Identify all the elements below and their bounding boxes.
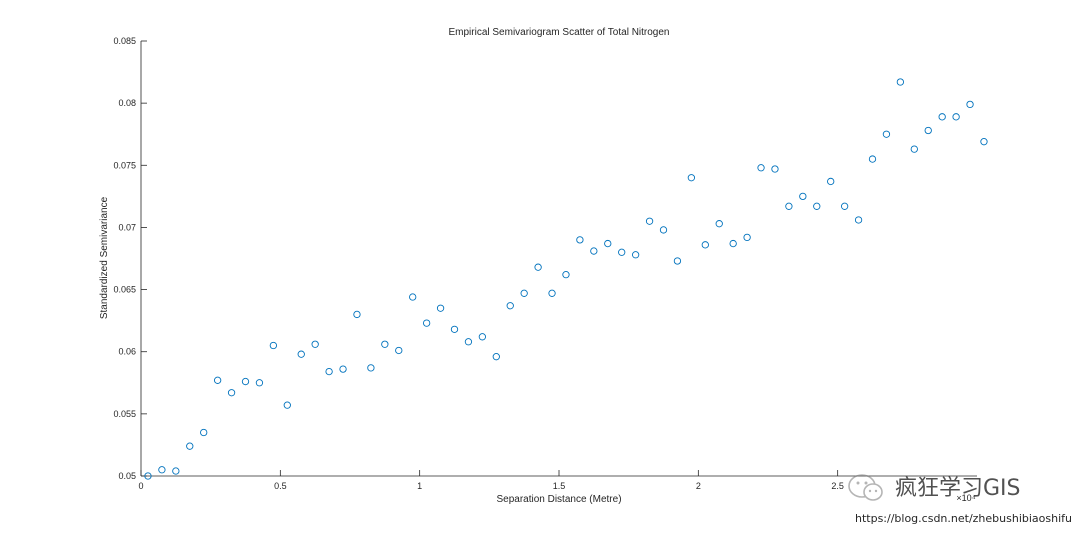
data-point (827, 177, 835, 186)
data-point (687, 174, 696, 182)
data-point (464, 338, 473, 346)
data-point (436, 304, 445, 312)
data-point (227, 389, 236, 397)
x-tick-label: 1 (417, 481, 422, 491)
data-point (506, 302, 514, 310)
data-point (604, 239, 612, 248)
data-point (966, 100, 974, 109)
data-point (952, 113, 960, 121)
y-axis-label: Standardized Semivariance (99, 196, 110, 319)
data-point (395, 346, 403, 355)
data-point (534, 263, 542, 271)
x-tick-label: 0 (138, 481, 143, 491)
data-point (241, 377, 250, 386)
data-point (715, 220, 723, 228)
data-point (562, 271, 570, 279)
y-tick-label: 0.06 (118, 347, 136, 357)
watermark-url: https://blog.csdn.net/zhebushibiaoshifu (855, 512, 1072, 525)
data-point (520, 289, 528, 297)
y-tick-label: 0.07 (118, 222, 136, 232)
watermark-account-name: 疯狂学习GIS (895, 476, 1021, 501)
y-tick-label: 0.05 (118, 471, 136, 481)
y-axis-ticks: 0.05 0.055 0.06 0.065 0.07 0.075 0.08 0.085 (113, 36, 147, 481)
data-point (186, 442, 194, 450)
data-point (422, 319, 431, 327)
y-tick-label: 0.055 (113, 409, 136, 419)
data-point (910, 145, 918, 153)
data-point (673, 257, 682, 265)
data-point (325, 367, 333, 376)
x-tick-label: 0.5 (274, 481, 287, 491)
y-tick-label: 0.085 (113, 36, 136, 46)
data-point (813, 202, 821, 210)
data-point (924, 126, 932, 135)
x-axis-exponent-label: ×10⁴ (956, 493, 975, 503)
data-point (172, 467, 180, 475)
data-point (576, 236, 584, 244)
data-point (200, 428, 208, 437)
data-point (492, 353, 500, 361)
data-point (659, 226, 668, 234)
data-point (938, 113, 946, 121)
data-point (283, 401, 291, 409)
x-axis-ticks: 0 0.5 1 1.5 2 2.5 (138, 470, 844, 491)
data-point (631, 251, 640, 259)
data-point (450, 325, 459, 333)
y-tick-label: 0.065 (113, 285, 136, 295)
data-point (882, 130, 891, 138)
data-point (743, 233, 751, 242)
data-point (785, 202, 793, 210)
data-point (548, 289, 556, 297)
data-point (757, 164, 765, 172)
x-axis-label: Separation Distance (Metre) (496, 494, 621, 505)
x-tick-label: 1.5 (553, 481, 566, 491)
data-point (645, 217, 654, 225)
data-point (896, 78, 905, 86)
data-point (353, 310, 361, 319)
data-point (381, 340, 389, 348)
data-point (478, 333, 487, 341)
data-point (158, 466, 166, 474)
data-point (729, 239, 737, 248)
data-point (409, 293, 417, 301)
data-point (771, 165, 779, 173)
chart-title: Empirical Semivariogram Scatter of Total… (448, 27, 669, 38)
data-point (868, 155, 877, 163)
wechat-icon (848, 474, 883, 501)
data-points (144, 78, 988, 480)
y-tick-label: 0.08 (118, 98, 136, 108)
data-point (213, 376, 222, 384)
data-point (840, 202, 849, 210)
data-point (980, 138, 988, 146)
data-point (297, 350, 305, 358)
data-point (854, 216, 863, 224)
data-point (144, 472, 152, 480)
x-tick-label: 2 (696, 481, 701, 491)
data-point (590, 247, 598, 255)
data-point (339, 365, 347, 373)
x-tick-label: 2.5 (831, 481, 844, 491)
axes (140, 41, 977, 477)
data-point (618, 248, 626, 256)
data-point (269, 341, 278, 350)
data-point (799, 192, 807, 201)
data-point (255, 379, 264, 387)
data-point (367, 364, 375, 372)
y-tick-label: 0.075 (113, 160, 136, 170)
data-point (701, 241, 709, 249)
data-point (311, 340, 319, 348)
